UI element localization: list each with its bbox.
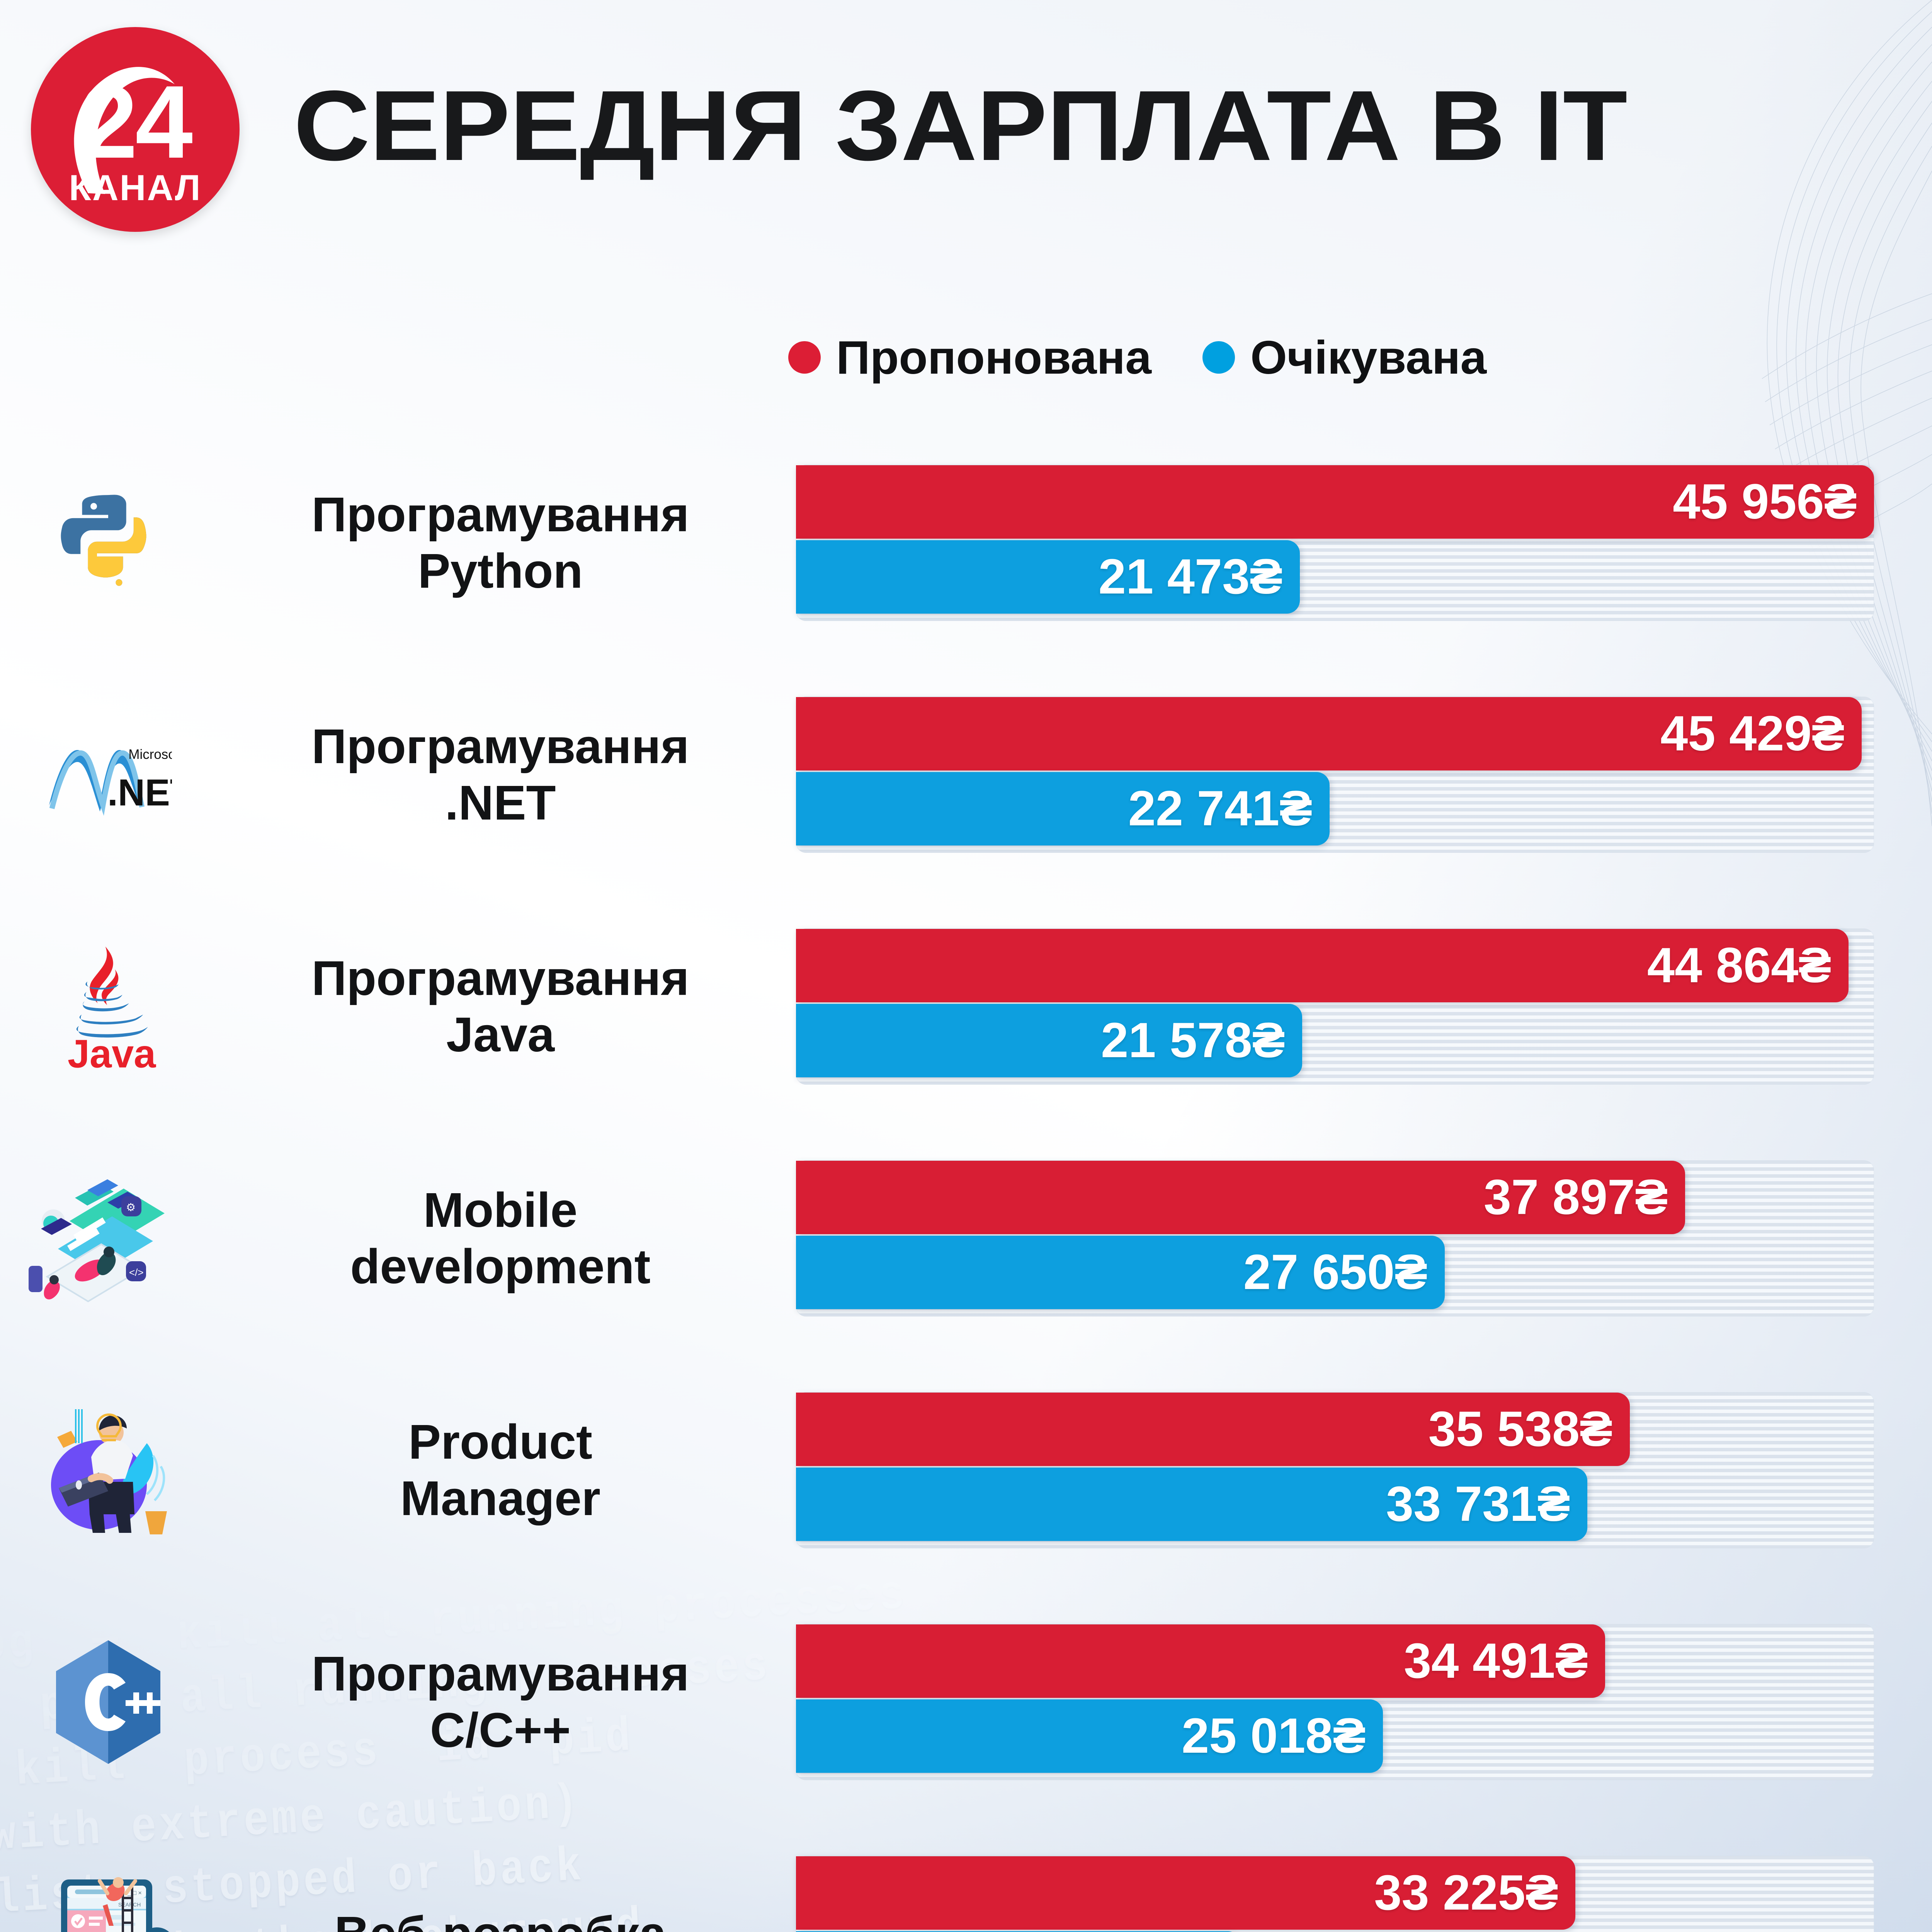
bar-value-offered: 33 225₴ (1374, 1865, 1559, 1920)
bar-offered: 33 225₴ (796, 1856, 1576, 1930)
row-label-line: Веб-розробка (216, 1906, 784, 1932)
row-label-line: Програмування (311, 951, 689, 1005)
bar-value-expected: 27 650₴ (1243, 1245, 1428, 1300)
row-label: Product Manager (216, 1414, 796, 1527)
table-row: Програмування C/C++ 34 491₴ 25 018₴ (0, 1586, 1932, 1818)
svg-text:.NET: .NET (107, 772, 172, 814)
chart-legend: Пропонована Очікувана (788, 330, 1486, 384)
dotnet-logo-icon: Microsoft® .NET (0, 694, 216, 856)
bar-expected: 21 473₴ (796, 540, 1300, 614)
row-label: Програмування .NET (216, 718, 796, 831)
row-bars: 44 864₴ 21 578₴ (796, 922, 1932, 1092)
row-bars: 37 897₴ 27 650₴ (796, 1153, 1932, 1323)
cpp-logo-icon (0, 1621, 216, 1783)
bar-value-offered: 45 429₴ (1660, 706, 1845, 761)
row-label-line: Java (446, 1007, 555, 1062)
row-label-line: Програмування (311, 719, 689, 774)
bar-value-expected: 21 578₴ (1101, 1013, 1285, 1068)
bar-offered: 34 491₴ (796, 1624, 1605, 1698)
mobile-development-illustration-icon: ⚙ </> (0, 1157, 216, 1320)
row-bars: 35 538₴ 33 731₴ (796, 1385, 1932, 1555)
row-label-line: C/C++ (430, 1703, 571, 1757)
svg-text:Java: Java (68, 1032, 156, 1070)
bar-value-offered: 35 538₴ (1428, 1401, 1613, 1457)
svg-text:</>: </> (129, 1267, 144, 1278)
row-label: Програмування Java (216, 950, 796, 1063)
table-row: Product Manager 35 538₴ 33 731₴ (0, 1354, 1932, 1586)
svg-text:Microsoft®: Microsoft® (128, 747, 172, 762)
svg-text:SEARCH: SEARCH (118, 1901, 141, 1908)
row-label: Mobile development (216, 1182, 796, 1295)
channel-24-logo: 24 КАНАЛ (31, 27, 240, 232)
row-label-line: Product (408, 1414, 592, 1469)
logo-swoosh-icon (74, 67, 175, 194)
bar-value-offered: 34 491₴ (1404, 1633, 1588, 1689)
table-row: Java Програмування Java 44 864₴ 21 578₴ (0, 891, 1932, 1122)
bar-value-offered: 44 864₴ (1647, 938, 1832, 993)
row-label: Веб-розробка (216, 1906, 796, 1932)
python-logo-icon (0, 462, 216, 624)
bar-expected: 27 650₴ (796, 1236, 1445, 1309)
bar-offered: 35 538₴ (796, 1393, 1630, 1466)
table-row: Програмування Python 45 956₴ 21 473₴ (0, 427, 1932, 659)
row-label-line: .NET (445, 776, 556, 830)
bar-offered: 45 956₴ (796, 465, 1874, 539)
logo-ellipse (31, 27, 240, 232)
logo-word: КАНАЛ (69, 167, 202, 208)
svg-text:_ □ ×: _ □ × (127, 1890, 142, 1896)
bar-value-expected: 33 731₴ (1386, 1476, 1570, 1532)
salary-bar-chart: Програмування Python 45 956₴ 21 473₴ Mic… (0, 427, 1932, 1932)
legend-dot-offered-icon (788, 341, 821, 374)
table-row: Microsoft® .NET Програмування .NET 45 42… (0, 659, 1932, 891)
row-label: Програмування C/C++ (216, 1646, 796, 1759)
table-row: ⚙ </> Mobile development 37 897₴ (0, 1122, 1932, 1354)
product-manager-illustration-icon (0, 1389, 216, 1551)
row-label-line: Python (418, 544, 583, 598)
svg-text:⚙: ⚙ (126, 1201, 136, 1213)
java-logo-icon: Java (0, 925, 216, 1088)
row-bars: 45 429₴ 22 741₴ (796, 690, 1932, 860)
bar-value-expected: 21 473₴ (1098, 549, 1283, 604)
bar-expected: 33 731₴ (796, 1468, 1587, 1541)
bar-expected: 25 018₴ (796, 1699, 1383, 1773)
bar-expected: 18 951₴ (796, 1931, 1241, 1932)
bar-offered: 37 897₴ (796, 1161, 1685, 1234)
table-row: _ □ × SEARCH (0, 1818, 1932, 1932)
row-bars: 45 956₴ 21 473₴ (796, 458, 1932, 628)
bar-value-expected: 22 741₴ (1128, 781, 1313, 836)
bar-expected: 21 578₴ (796, 1004, 1302, 1077)
logo-number: 24 (80, 64, 193, 180)
row-label-line: Manager (400, 1471, 601, 1526)
page-title: СЕРЕДНЯ ЗАРПЛАТА В ІТ (294, 70, 1628, 181)
row-bars: 34 491₴ 25 018₴ (796, 1617, 1932, 1787)
row-label-line: Mobile (423, 1182, 578, 1237)
legend-label-expected: Очікувана (1250, 331, 1487, 384)
legend-label-offered: Пропонована (836, 331, 1151, 384)
page-header: 24 КАНАЛ СЕРЕДНЯ ЗАРПЛАТА В ІТ (0, 0, 1932, 270)
bar-value-offered: 37 897₴ (1483, 1170, 1668, 1225)
row-label-line: Програмування (311, 487, 689, 542)
row-label-line: Програмування (311, 1646, 689, 1701)
web-development-illustration-icon: _ □ × SEARCH (0, 1853, 216, 1932)
bar-expected: 22 741₴ (796, 772, 1330, 845)
bar-offered: 45 429₴ (796, 697, 1862, 770)
row-bars: 33 225₴ 18 951₴ (796, 1849, 1932, 1932)
legend-item-expected: Очікувана (1202, 330, 1486, 384)
row-label-line: development (350, 1239, 651, 1294)
bar-value-offered: 45 956₴ (1673, 474, 1857, 529)
row-label: Програмування Python (216, 486, 796, 599)
legend-item-offered: Пропонована (788, 330, 1151, 384)
legend-dot-expected-icon (1202, 341, 1235, 374)
bar-offered: 44 864₴ (796, 929, 1849, 1002)
bar-value-expected: 25 018₴ (1181, 1708, 1366, 1764)
